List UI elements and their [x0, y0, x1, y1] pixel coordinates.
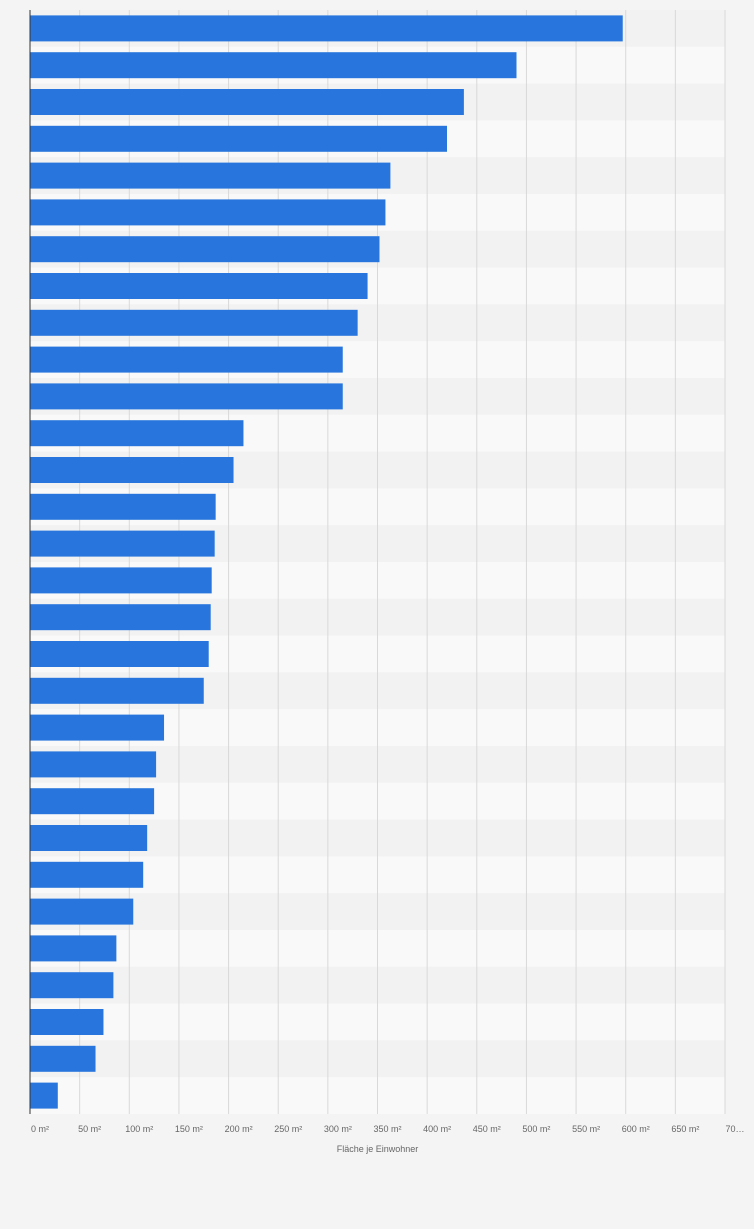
bar[interactable] — [30, 493, 216, 520]
bar[interactable] — [30, 125, 447, 152]
bar[interactable] — [30, 383, 343, 410]
x-tick-label: 450 m² — [473, 1124, 501, 1134]
x-tick-label: 600 m² — [622, 1124, 650, 1134]
x-tick-label: 550 m² — [572, 1124, 600, 1134]
bar[interactable] — [30, 935, 117, 962]
bar[interactable] — [30, 273, 368, 299]
x-tick-label: 50 m² — [78, 1124, 101, 1134]
bar[interactable] — [30, 1045, 96, 1072]
bar[interactable] — [30, 641, 209, 667]
bar[interactable] — [30, 346, 343, 373]
bar[interactable] — [30, 236, 380, 263]
bar[interactable] — [30, 420, 244, 447]
bar[interactable] — [30, 861, 144, 888]
x-axis-label: Fläche je Einwohner — [337, 1144, 419, 1154]
x-tick-label: 650 m² — [671, 1124, 699, 1134]
bar[interactable] — [30, 751, 157, 778]
bar[interactable] — [30, 714, 165, 741]
bar[interactable] — [30, 1009, 104, 1035]
x-tick-label: 150 m² — [175, 1124, 203, 1134]
gridlines — [79, 10, 726, 1114]
bar[interactable] — [30, 15, 623, 42]
x-tick-label: 200 m² — [225, 1124, 253, 1134]
bar[interactable] — [30, 825, 148, 851]
bars — [30, 15, 623, 1109]
bar[interactable] — [30, 788, 155, 815]
bar[interactable] — [30, 1082, 58, 1109]
bar[interactable] — [30, 52, 517, 79]
x-tick-label: 400 m² — [423, 1124, 451, 1134]
bar[interactable] — [30, 530, 215, 557]
bar[interactable] — [30, 89, 464, 115]
bar[interactable] — [30, 457, 234, 483]
x-tick-label: 350 m² — [373, 1124, 401, 1134]
bar[interactable] — [30, 677, 204, 704]
bar[interactable] — [30, 162, 391, 189]
bar[interactable] — [30, 898, 134, 925]
bar[interactable] — [30, 604, 211, 631]
x-tick-label: 500 m² — [522, 1124, 550, 1134]
x-tick-labels: 0 m² 50 m² 100 m² 150 m² 200 m² 250 m² 300 m² 3… — [31, 1124, 745, 1134]
x-tick-label: 300 m² — [324, 1124, 352, 1134]
x-tick-label: 70… — [725, 1124, 744, 1134]
x-tick-label: 100 m² — [125, 1124, 153, 1134]
bar[interactable] — [30, 309, 358, 336]
x-tick-label: 250 m² — [274, 1124, 302, 1134]
bar[interactable] — [30, 972, 114, 999]
bar[interactable] — [30, 567, 212, 594]
x-tick-label: 0 m² — [31, 1124, 49, 1134]
bar[interactable] — [30, 199, 386, 226]
